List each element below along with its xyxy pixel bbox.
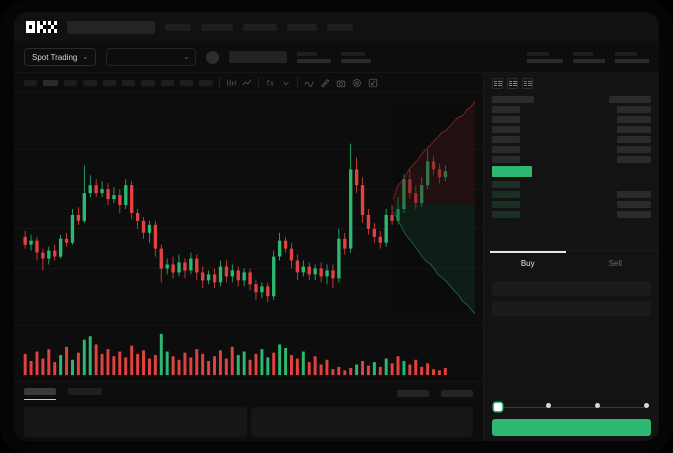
candlestick-chart[interactable] xyxy=(14,93,483,325)
stat-24h-volume-base xyxy=(573,51,605,63)
coin-avatar xyxy=(206,50,220,64)
tf-5m[interactable] xyxy=(43,79,58,86)
volume-histogram xyxy=(14,325,483,381)
stat-24h-low xyxy=(527,51,563,63)
tf-15m[interactable] xyxy=(64,79,77,86)
trend-line-icon[interactable] xyxy=(304,78,314,88)
orderbook-bid-row[interactable] xyxy=(492,190,651,198)
chart-toolbar: fx xyxy=(14,73,483,93)
orderbook-ask-row[interactable] xyxy=(492,115,651,123)
tab-hide-other-pairs[interactable] xyxy=(441,390,473,397)
orderbook-trade-panel: Buy Sell xyxy=(483,73,659,441)
orderbook-mode-both[interactable] xyxy=(492,77,503,89)
orderbook-ask-row[interactable] xyxy=(492,125,651,133)
tf-1m[interactable] xyxy=(24,79,37,86)
okx-logo-glyph-x xyxy=(48,21,57,33)
nav-item-5[interactable] xyxy=(327,23,353,31)
tf-1w[interactable] xyxy=(161,79,174,86)
tf-1d[interactable] xyxy=(141,79,155,86)
trading-pair-selector[interactable]: ⌄ xyxy=(106,48,197,66)
orderbook-header xyxy=(492,95,651,103)
orderbook-rows xyxy=(484,93,659,250)
trading-mode-label: Spot Trading xyxy=(32,52,78,62)
chevron-down-icon[interactable] xyxy=(281,78,291,88)
bottom-panels xyxy=(14,405,483,441)
orderbook-ask-row[interactable] xyxy=(492,145,651,153)
orderbook-mode-bids[interactable] xyxy=(507,77,518,89)
slider-step-0[interactable] xyxy=(494,403,502,411)
chart-type-line-icon[interactable] xyxy=(242,78,252,88)
orderbook-current-price xyxy=(492,165,651,178)
toolbar-divider xyxy=(258,78,259,87)
toolbar-divider xyxy=(297,78,298,87)
orderbook-mode-switch xyxy=(484,73,659,93)
orders-tab-bar xyxy=(14,381,483,405)
search-input[interactable] xyxy=(67,20,155,34)
candlestick-canvas xyxy=(14,143,483,303)
volume-canvas xyxy=(23,333,447,376)
stat-24h-change xyxy=(297,51,332,63)
stat-24h-volume-quote xyxy=(615,51,649,63)
toolbar-divider xyxy=(219,78,220,87)
nav-item-3[interactable] xyxy=(243,23,277,31)
tab-open-orders[interactable] xyxy=(24,387,56,400)
okx-logo[interactable] xyxy=(26,21,57,34)
ticker-bar: Spot Trading ⌄ ⌄ xyxy=(14,42,659,73)
orderbook-ask-row[interactable] xyxy=(492,105,651,113)
svg-text:fx: fx xyxy=(266,79,274,87)
fullscreen-icon[interactable] xyxy=(368,78,378,88)
tf-30m[interactable] xyxy=(83,79,97,86)
order-form xyxy=(484,276,659,441)
tf-1h[interactable] xyxy=(103,79,116,86)
trading-mode-selector[interactable]: Spot Trading ⌄ xyxy=(24,48,97,66)
tab-buy[interactable]: Buy xyxy=(484,251,572,276)
nav-item-2[interactable] xyxy=(201,23,233,31)
chart-type-candles-icon[interactable] xyxy=(226,78,236,88)
camera-snapshot-icon[interactable] xyxy=(336,78,346,88)
nav-item-1[interactable] xyxy=(165,23,191,31)
slider-step-3[interactable] xyxy=(644,403,649,408)
top-navigation-bar xyxy=(14,12,659,42)
main-body: fx xyxy=(14,73,659,441)
price-axis xyxy=(443,93,483,325)
order-price-field[interactable] xyxy=(492,281,651,296)
buy-sell-tabs: Buy Sell xyxy=(484,250,659,276)
orderbook-mode-asks[interactable] xyxy=(522,77,533,89)
okx-logo-glyph-o xyxy=(26,21,35,33)
bottom-panel-left[interactable] xyxy=(24,407,247,437)
chevron-down-icon: ⌄ xyxy=(82,54,89,61)
tab-sell[interactable]: Sell xyxy=(608,259,622,268)
slider-step-2[interactable] xyxy=(595,403,600,408)
slider-step-1[interactable] xyxy=(546,403,551,408)
nav-item-4[interactable] xyxy=(287,23,317,31)
bottom-panel-right[interactable] xyxy=(250,407,473,437)
okx-logo-glyph-k xyxy=(37,21,46,33)
orderbook-ask-row[interactable] xyxy=(492,155,651,163)
tf-more[interactable] xyxy=(199,79,213,86)
amount-percent-slider[interactable] xyxy=(492,400,651,414)
depth-overlay xyxy=(392,101,476,314)
orderbook-bid-row[interactable] xyxy=(492,200,651,208)
slider-track xyxy=(496,406,647,408)
chevron-down-icon: ⌄ xyxy=(183,54,190,61)
chart-column: fx xyxy=(14,73,483,441)
indicators-icon[interactable]: fx xyxy=(265,78,275,88)
settings-gear-icon[interactable] xyxy=(352,78,362,88)
stat-24h-high xyxy=(341,51,372,63)
tab-filter[interactable] xyxy=(397,390,429,397)
orderbook-bid-row[interactable] xyxy=(492,210,651,218)
drawing-ruler-icon[interactable] xyxy=(320,78,330,88)
last-price-value xyxy=(229,51,288,63)
tf-4h[interactable] xyxy=(122,79,135,86)
orderbook-ask-row[interactable] xyxy=(492,135,651,143)
orderbook-bid-row[interactable] xyxy=(492,180,651,188)
tab-order-history[interactable] xyxy=(68,387,102,400)
app-window: Spot Trading ⌄ ⌄ xyxy=(14,12,659,441)
order-amount-field[interactable] xyxy=(492,301,651,316)
tf-1mo[interactable] xyxy=(180,79,193,86)
place-buy-order-button[interactable] xyxy=(492,419,651,436)
